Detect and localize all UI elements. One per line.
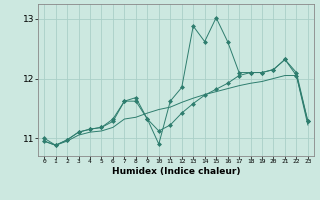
- X-axis label: Humidex (Indice chaleur): Humidex (Indice chaleur): [112, 167, 240, 176]
